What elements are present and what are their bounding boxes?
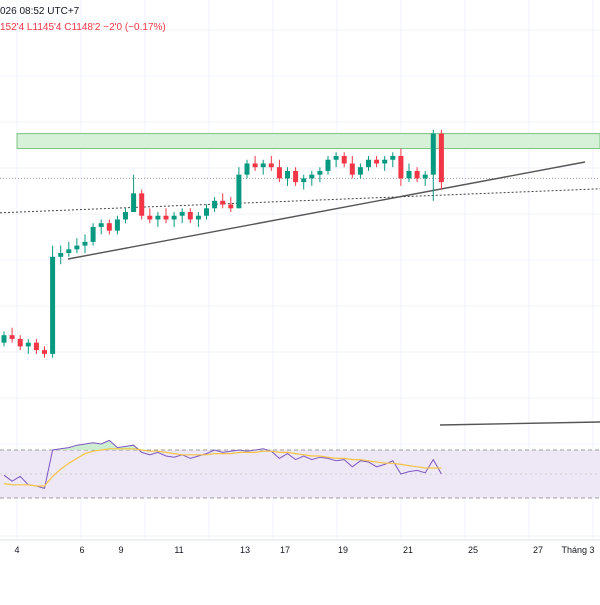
resistance-zone <box>16 133 600 150</box>
candle-body <box>333 156 339 160</box>
candle-body <box>212 200 218 209</box>
x-tick-label: 4 <box>14 545 19 555</box>
candle-body <box>309 174 315 179</box>
x-tick-label: 9 <box>118 545 123 555</box>
candle-body <box>325 159 331 171</box>
candle-body <box>366 159 371 168</box>
trendline <box>67 161 586 260</box>
x-tick-label: 19 <box>338 545 348 555</box>
candle-body <box>179 212 185 216</box>
candle-body <box>131 193 137 212</box>
x-tick-label: 11 <box>174 545 183 555</box>
candle-body <box>244 163 250 175</box>
candle-body <box>155 215 161 220</box>
rsi-ma-line <box>3 448 442 487</box>
candle-body <box>98 223 104 227</box>
x-tick-label: 25 <box>468 545 478 555</box>
header-ohlc: 152'4 L1145'4 C1148'2 −2'0 (−0.17%) <box>0 22 166 33</box>
candle-body <box>422 174 428 179</box>
candle-body <box>236 174 242 209</box>
candle-body <box>293 170 299 183</box>
candle-body <box>50 256 56 354</box>
candle-body <box>341 156 347 164</box>
x-tick-label: 6 <box>79 545 84 555</box>
candle-body <box>171 215 177 220</box>
candle-body <box>349 163 355 175</box>
candle-body <box>147 215 153 220</box>
candle-body <box>285 170 290 179</box>
candle-body <box>438 133 444 183</box>
candle-body <box>90 226 96 242</box>
candle-body <box>374 159 380 164</box>
candle-body <box>268 163 274 168</box>
candle-body <box>58 253 64 257</box>
x-tick-label: Tháng 3 <box>561 545 594 555</box>
candle-body <box>220 200 226 205</box>
candle-body <box>390 156 396 160</box>
candle-body <box>398 156 404 179</box>
candle-body <box>123 212 128 220</box>
candle-body <box>9 335 15 339</box>
x-tick-label: 21 <box>403 545 413 555</box>
candle-body <box>106 223 112 231</box>
candle-body <box>406 170 412 179</box>
candle-body <box>25 342 31 347</box>
candle-body <box>139 193 145 216</box>
candle-body <box>66 249 72 254</box>
candle-body <box>163 215 169 220</box>
horizontal-ray <box>439 421 600 426</box>
candle-body <box>74 245 80 250</box>
candle-body <box>187 212 193 220</box>
candle-body <box>228 204 234 209</box>
candle-body <box>357 167 363 175</box>
candle-body <box>42 350 47 354</box>
candle-body <box>1 335 7 343</box>
candle-body <box>195 215 201 220</box>
candle-body <box>252 163 258 168</box>
x-tick-label: 13 <box>240 545 250 555</box>
candle-body <box>430 133 436 175</box>
candle-body <box>276 167 282 179</box>
header-datetime: 026 08:52 UTC+7 <box>0 6 80 17</box>
candle-body <box>301 178 307 183</box>
candle-body <box>414 170 420 179</box>
rsi-line <box>3 439 442 490</box>
candle-body <box>317 170 323 175</box>
x-tick-label: 17 <box>280 545 290 555</box>
candle-body <box>33 342 39 351</box>
candle-body <box>82 241 88 246</box>
candle-body <box>260 163 266 168</box>
candle-body <box>204 208 209 216</box>
rsi-overbought-fill <box>4 440 442 450</box>
candle-body <box>114 219 120 231</box>
candle-body <box>382 159 388 164</box>
dotted-level-line <box>0 188 600 214</box>
x-tick-label: 27 <box>533 545 543 555</box>
candle-body <box>17 338 23 347</box>
